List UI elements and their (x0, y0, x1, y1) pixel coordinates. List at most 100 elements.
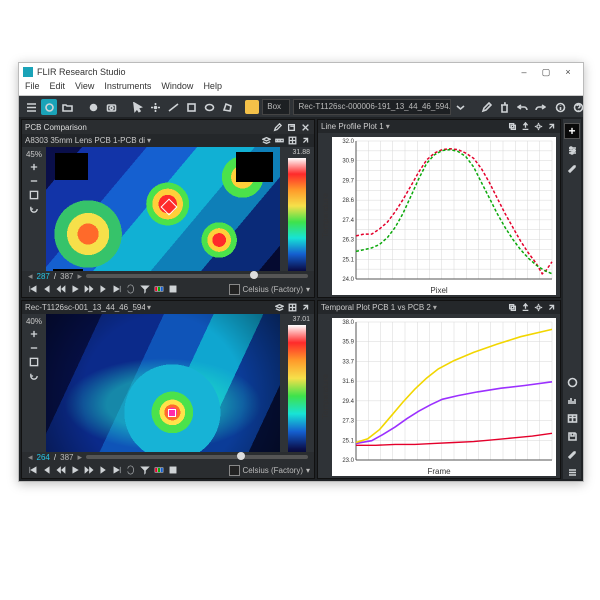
table-icon[interactable] (565, 411, 579, 425)
wrench-icon[interactable] (565, 161, 579, 175)
spot-tool-icon[interactable] (147, 99, 163, 115)
box-tool-icon[interactable] (183, 99, 199, 115)
play-icon[interactable] (68, 283, 81, 296)
snapshot-icon[interactable] (103, 99, 119, 115)
hamburger-icon[interactable] (23, 99, 39, 115)
ruler-icon[interactable] (274, 135, 285, 146)
dropdown-icon[interactable]: ▾ (147, 136, 151, 145)
menu-file[interactable]: File (25, 81, 40, 95)
menu-edit[interactable]: Edit (50, 81, 66, 95)
dropdown-icon[interactable]: ▾ (386, 122, 390, 131)
fit-icon[interactable] (27, 356, 41, 368)
preset-dropdown-icon[interactable]: ▾ (306, 285, 310, 294)
roi-marker[interactable] (161, 199, 178, 216)
tune-icon[interactable] (565, 143, 579, 157)
line-profile-chart[interactable]: Temperature 24.025.126.327.428.629.730.9… (318, 133, 560, 297)
prev-frame-icon[interactable]: ◂ (28, 271, 33, 282)
filter-icon[interactable] (138, 283, 151, 296)
copy-icon[interactable] (507, 302, 518, 313)
save-rail-icon[interactable] (565, 429, 579, 443)
rotate-icon[interactable] (27, 203, 41, 215)
popout-icon[interactable] (300, 135, 311, 146)
rewind-icon[interactable] (54, 283, 67, 296)
roi-probe[interactable] (168, 409, 176, 417)
close-button[interactable]: × (557, 64, 579, 80)
scrub-track[interactable] (86, 455, 308, 459)
connect-icon[interactable] (41, 99, 57, 115)
add-panel-icon[interactable]: + (564, 123, 580, 139)
delete-icon[interactable] (497, 99, 513, 115)
copy-icon[interactable] (507, 121, 518, 132)
preset-checkbox[interactable] (229, 465, 240, 476)
zoom-out-icon[interactable] (27, 175, 41, 187)
palette-rail-icon[interactable] (565, 375, 579, 389)
tune-icon[interactable] (565, 465, 579, 479)
step-back-icon[interactable] (40, 283, 53, 296)
dropdown-icon[interactable]: ▾ (433, 303, 437, 312)
step-back-icon[interactable] (40, 464, 53, 477)
settings-icon[interactable] (533, 302, 544, 313)
layers-icon[interactable] (261, 135, 272, 146)
skip-end-icon[interactable] (110, 464, 123, 477)
settings-icon[interactable] (533, 121, 544, 132)
line-tool-icon[interactable] (165, 99, 181, 115)
preset-dropdown-icon[interactable]: ▾ (306, 466, 310, 475)
grid-icon[interactable] (287, 135, 298, 146)
palette-icon[interactable] (152, 283, 165, 296)
marker-icon[interactable] (166, 283, 179, 296)
export-icon[interactable] (520, 121, 531, 132)
step-fwd-icon[interactable] (96, 283, 109, 296)
next-frame-icon[interactable]: ▸ (77, 271, 82, 282)
zoom-in-icon[interactable] (27, 161, 41, 173)
dropdown-icon[interactable]: ▾ (147, 303, 151, 312)
popout-icon[interactable] (286, 122, 297, 133)
filter-icon[interactable] (138, 464, 151, 477)
menu-help[interactable]: Help (203, 81, 222, 95)
palette-icon[interactable] (152, 464, 165, 477)
skip-start-icon[interactable] (26, 464, 39, 477)
forward-icon[interactable] (82, 464, 95, 477)
undo-icon[interactable] (515, 99, 531, 115)
rotate-icon[interactable] (27, 370, 41, 382)
scrub-track[interactable] (86, 274, 308, 278)
menu-instruments[interactable]: Instruments (104, 81, 151, 95)
help-icon[interactable] (571, 99, 587, 115)
folder-open-icon[interactable] (59, 99, 75, 115)
zoom-out-icon[interactable] (27, 342, 41, 354)
popout-icon[interactable] (546, 121, 557, 132)
scrub-knob[interactable] (237, 452, 245, 460)
minimize-button[interactable]: – (513, 64, 535, 80)
zoom-in-icon[interactable] (27, 328, 41, 340)
next-frame-icon[interactable]: ▸ (77, 452, 82, 463)
popout-icon[interactable] (300, 302, 311, 313)
menu-view[interactable]: View (75, 81, 94, 95)
maximize-button[interactable]: ▢ (535, 64, 557, 80)
ellipse-tool-icon[interactable] (201, 99, 217, 115)
marker-icon[interactable] (166, 464, 179, 477)
prev-frame-icon[interactable]: ◂ (28, 452, 33, 463)
info-icon[interactable] (553, 99, 569, 115)
layers-icon[interactable] (274, 302, 285, 313)
menu-window[interactable]: Window (161, 81, 193, 95)
polygon-tool-icon[interactable] (219, 99, 235, 115)
file-selector[interactable]: Box 1 Rec-T1126sc-000006-191_13_44_46_59… (245, 99, 451, 115)
forward-icon[interactable] (82, 283, 95, 296)
preset-checkbox[interactable] (229, 284, 240, 295)
wrench-icon[interactable] (565, 447, 579, 461)
play-icon[interactable] (68, 464, 81, 477)
redo-icon[interactable] (533, 99, 549, 115)
rewind-icon[interactable] (54, 464, 67, 477)
popout-icon[interactable] (546, 302, 557, 313)
close-icon[interactable] (300, 122, 311, 133)
temporal-chart[interactable]: Temperature 23.025.127.329.431.633.735.9… (318, 314, 560, 478)
histogram-icon[interactable] (565, 393, 579, 407)
loop-icon[interactable] (124, 283, 137, 296)
step-fwd-icon[interactable] (96, 464, 109, 477)
edit-icon[interactable] (479, 99, 495, 115)
chevron-down-icon[interactable] (453, 99, 469, 115)
skip-start-icon[interactable] (26, 283, 39, 296)
fit-icon[interactable] (27, 189, 41, 201)
pointer-icon[interactable] (129, 99, 145, 115)
scrub-knob[interactable] (250, 271, 258, 279)
export-icon[interactable] (520, 302, 531, 313)
